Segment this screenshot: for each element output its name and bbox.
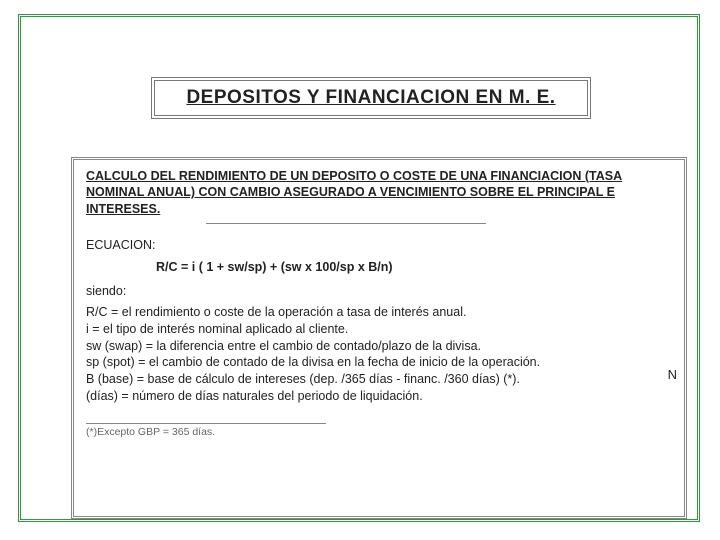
definition-line: R/C = el rendimiento o coste de la opera…: [86, 304, 672, 321]
outer-frame: DEPOSITOS Y FINANCIACION EN M. E. CALCUL…: [18, 14, 700, 522]
definition-line: sw (swap) = la diferencia entre el cambi…: [86, 338, 672, 355]
equation-text: R/C = i ( 1 + sw/sp) + (sw x 100/sp x B/…: [156, 260, 672, 274]
footnote-divider: [86, 423, 326, 424]
definition-line: i = el tipo de interés nominal aplicado …: [86, 321, 672, 338]
title-box: DEPOSITOS Y FINANCIACION EN M. E.: [151, 77, 591, 119]
stray-letter-n: N: [668, 366, 677, 384]
siendo-label: siendo:: [86, 284, 672, 298]
definition-line: B (base) = base de cálculo de intereses …: [86, 371, 672, 388]
footnote-text: (*)Excepto GBP = 365 días.: [86, 426, 672, 438]
content-frame: CALCULO DEL RENDIMIENTO DE UN DEPOSITO O…: [71, 157, 687, 519]
intro-text: CALCULO DEL RENDIMIENTO DE UN DEPOSITO O…: [86, 168, 672, 217]
definitions-block: R/C = el rendimiento o coste de la opera…: [86, 304, 672, 405]
divider-top: [206, 223, 486, 224]
definition-line: (días) = número de días naturales del pe…: [86, 388, 672, 405]
definition-line: sp (spot) = el cambio de contado de la d…: [86, 354, 672, 371]
page-title: DEPOSITOS Y FINANCIACION EN M. E.: [186, 87, 555, 108]
equation-label: ECUACION:: [86, 238, 672, 252]
